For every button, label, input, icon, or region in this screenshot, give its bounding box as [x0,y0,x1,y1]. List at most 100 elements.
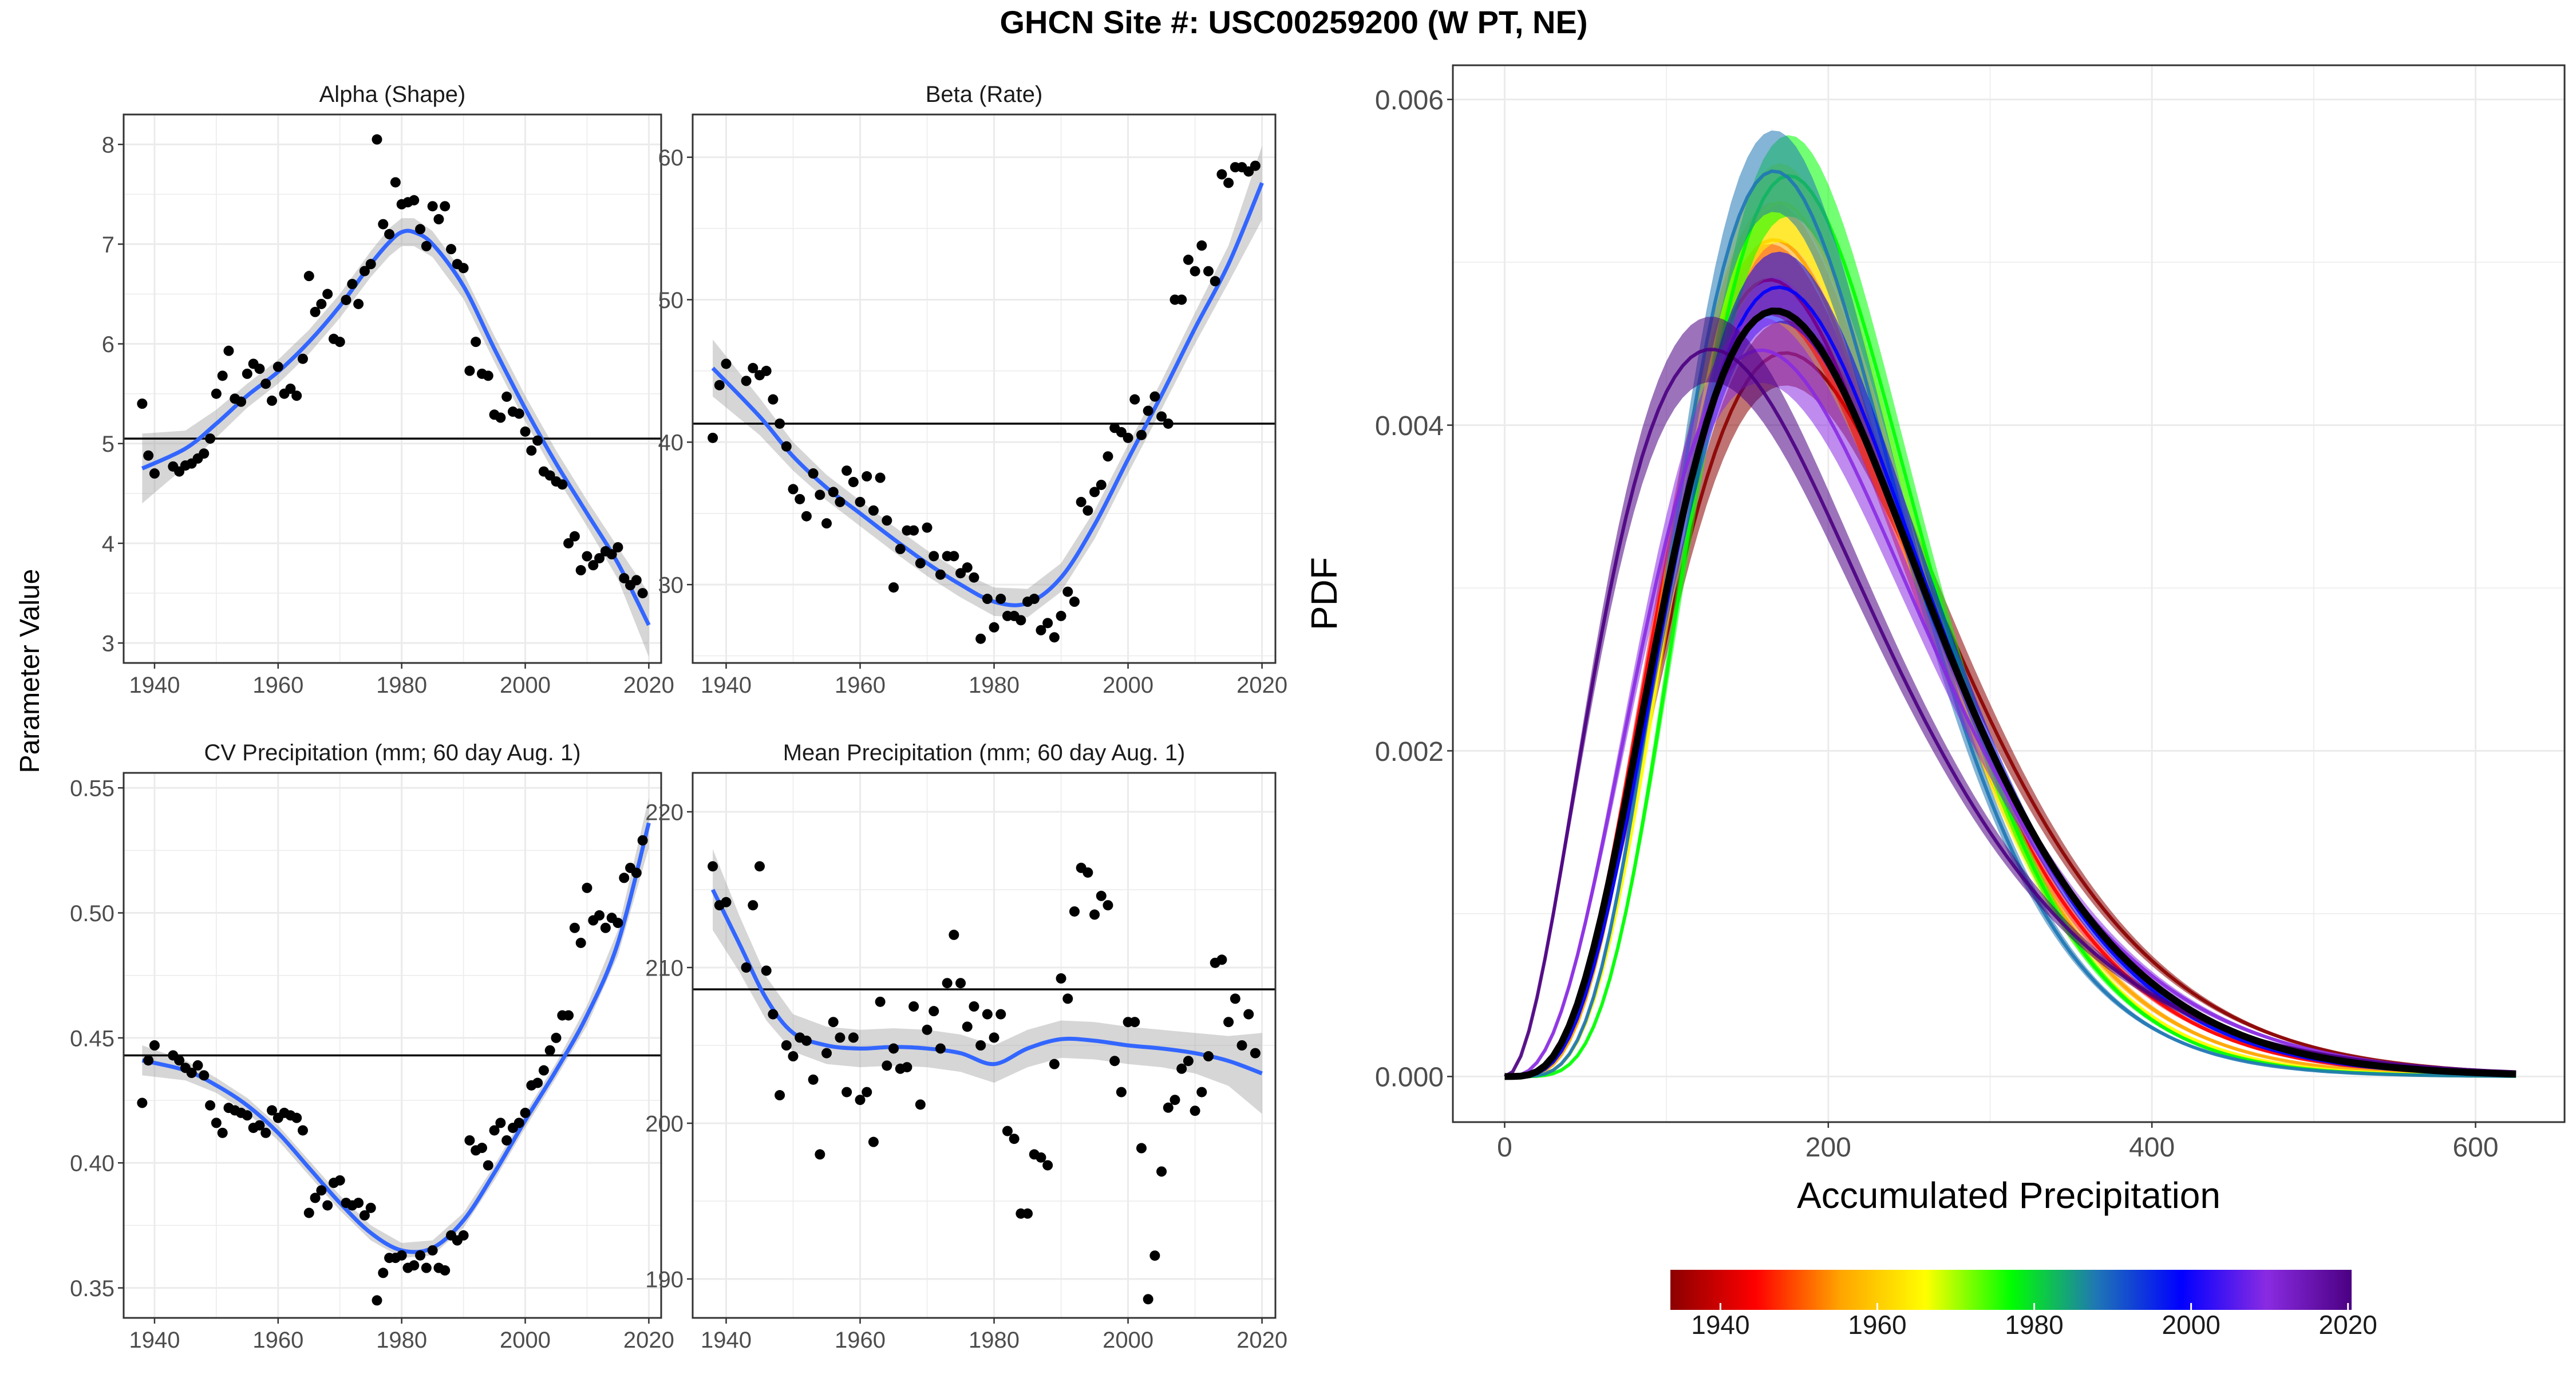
data-point [995,594,1006,605]
data-point [285,384,296,394]
gridlines [124,773,661,1318]
colorbar-bar [1670,1270,2352,1310]
data-point [868,1136,879,1147]
data-point [949,551,959,562]
data-point [464,365,475,376]
data-point [1069,597,1080,607]
data-point [236,396,247,407]
data-point [908,525,919,536]
data-point [721,897,732,907]
data-point [1016,615,1026,626]
y-tick-label: 210 [645,956,683,981]
data-point [1042,618,1053,629]
x-tick-label: 1940 [701,1328,752,1353]
data-point [396,1250,407,1261]
data-point [464,1135,475,1146]
data-point [1250,160,1261,171]
data-point [1156,411,1167,422]
data-point [1089,487,1100,498]
data-point [1216,169,1227,180]
data-point [1170,1095,1180,1105]
data-point [815,489,825,500]
data-point [708,432,718,443]
data-point [1183,254,1194,265]
colorbar-tick-label: 2020 [2319,1310,2377,1340]
data-point [582,882,592,893]
data-point [748,362,758,373]
data-point [440,201,451,212]
pdf-curve-overall [1504,307,2516,1080]
data-point [513,1118,524,1128]
data-point [882,515,892,526]
data-point [821,1048,832,1059]
x-tick-label: 1940 [129,673,180,698]
data-point [1216,954,1227,965]
data-point [815,1149,825,1160]
data-point [501,1135,512,1146]
data-point [1190,1105,1200,1116]
panel-title: Alpha (Shape) [319,82,466,107]
data-point [1230,993,1240,1004]
x-tick-label: 1980 [969,1328,1020,1353]
panel-border [1452,64,2566,1123]
data-point [272,361,283,372]
data-point [606,549,617,560]
y-tick-label: 4 [102,531,114,556]
panel-border [123,772,662,1319]
data-point [741,962,752,973]
data-point [801,511,812,522]
y-tick-label: 0.002 [1375,737,1444,767]
y-tick-label: 220 [645,800,683,825]
data-point [1036,625,1046,635]
data-point [575,937,586,948]
data-point [1223,1017,1234,1028]
y-tick-label: 200 [645,1111,683,1136]
data-point [1049,632,1060,643]
data-point [359,1210,370,1221]
pdf-curve-1990 [1504,169,2516,1079]
data-point [1089,909,1100,920]
data-point [995,1009,1006,1020]
data-point [1210,276,1220,287]
data-point [1036,1152,1046,1163]
data-point [619,872,630,883]
data-point [298,353,308,364]
data-point [1029,594,1040,605]
data-point [409,1260,420,1271]
data-point [969,1001,979,1012]
data-point [1183,1056,1194,1067]
data-point [174,1055,185,1066]
data-point [855,1095,866,1105]
data-point [415,1250,426,1261]
shared-y-axis-label: Parameter Value [15,569,45,773]
data-point [761,365,772,376]
data-point [1116,1087,1127,1097]
data-point [483,370,493,381]
data-point [868,505,879,516]
data-point [1176,1063,1187,1074]
data-point [875,472,886,483]
data-point [137,1097,148,1108]
data-point [260,1127,271,1138]
data-point [862,1087,872,1097]
data-point [458,263,469,274]
x-tick-label: 1980 [376,673,427,698]
data-point [217,1127,228,1138]
trend-line [141,822,651,1254]
data-point [848,476,859,487]
data-point [775,1090,785,1101]
data-point [835,1032,846,1043]
data-point [310,306,321,317]
data-point [1076,496,1086,507]
data-point [1129,394,1140,405]
x-tick-label: 1940 [701,673,752,698]
data-point [477,1143,487,1154]
data-point [359,266,370,277]
y-tick-label: 60 [658,145,684,171]
data-point [303,271,314,282]
data-point [982,594,993,605]
data-point [808,468,819,479]
data-point [427,201,438,212]
data-point [875,996,886,1007]
data-point [1176,294,1187,305]
